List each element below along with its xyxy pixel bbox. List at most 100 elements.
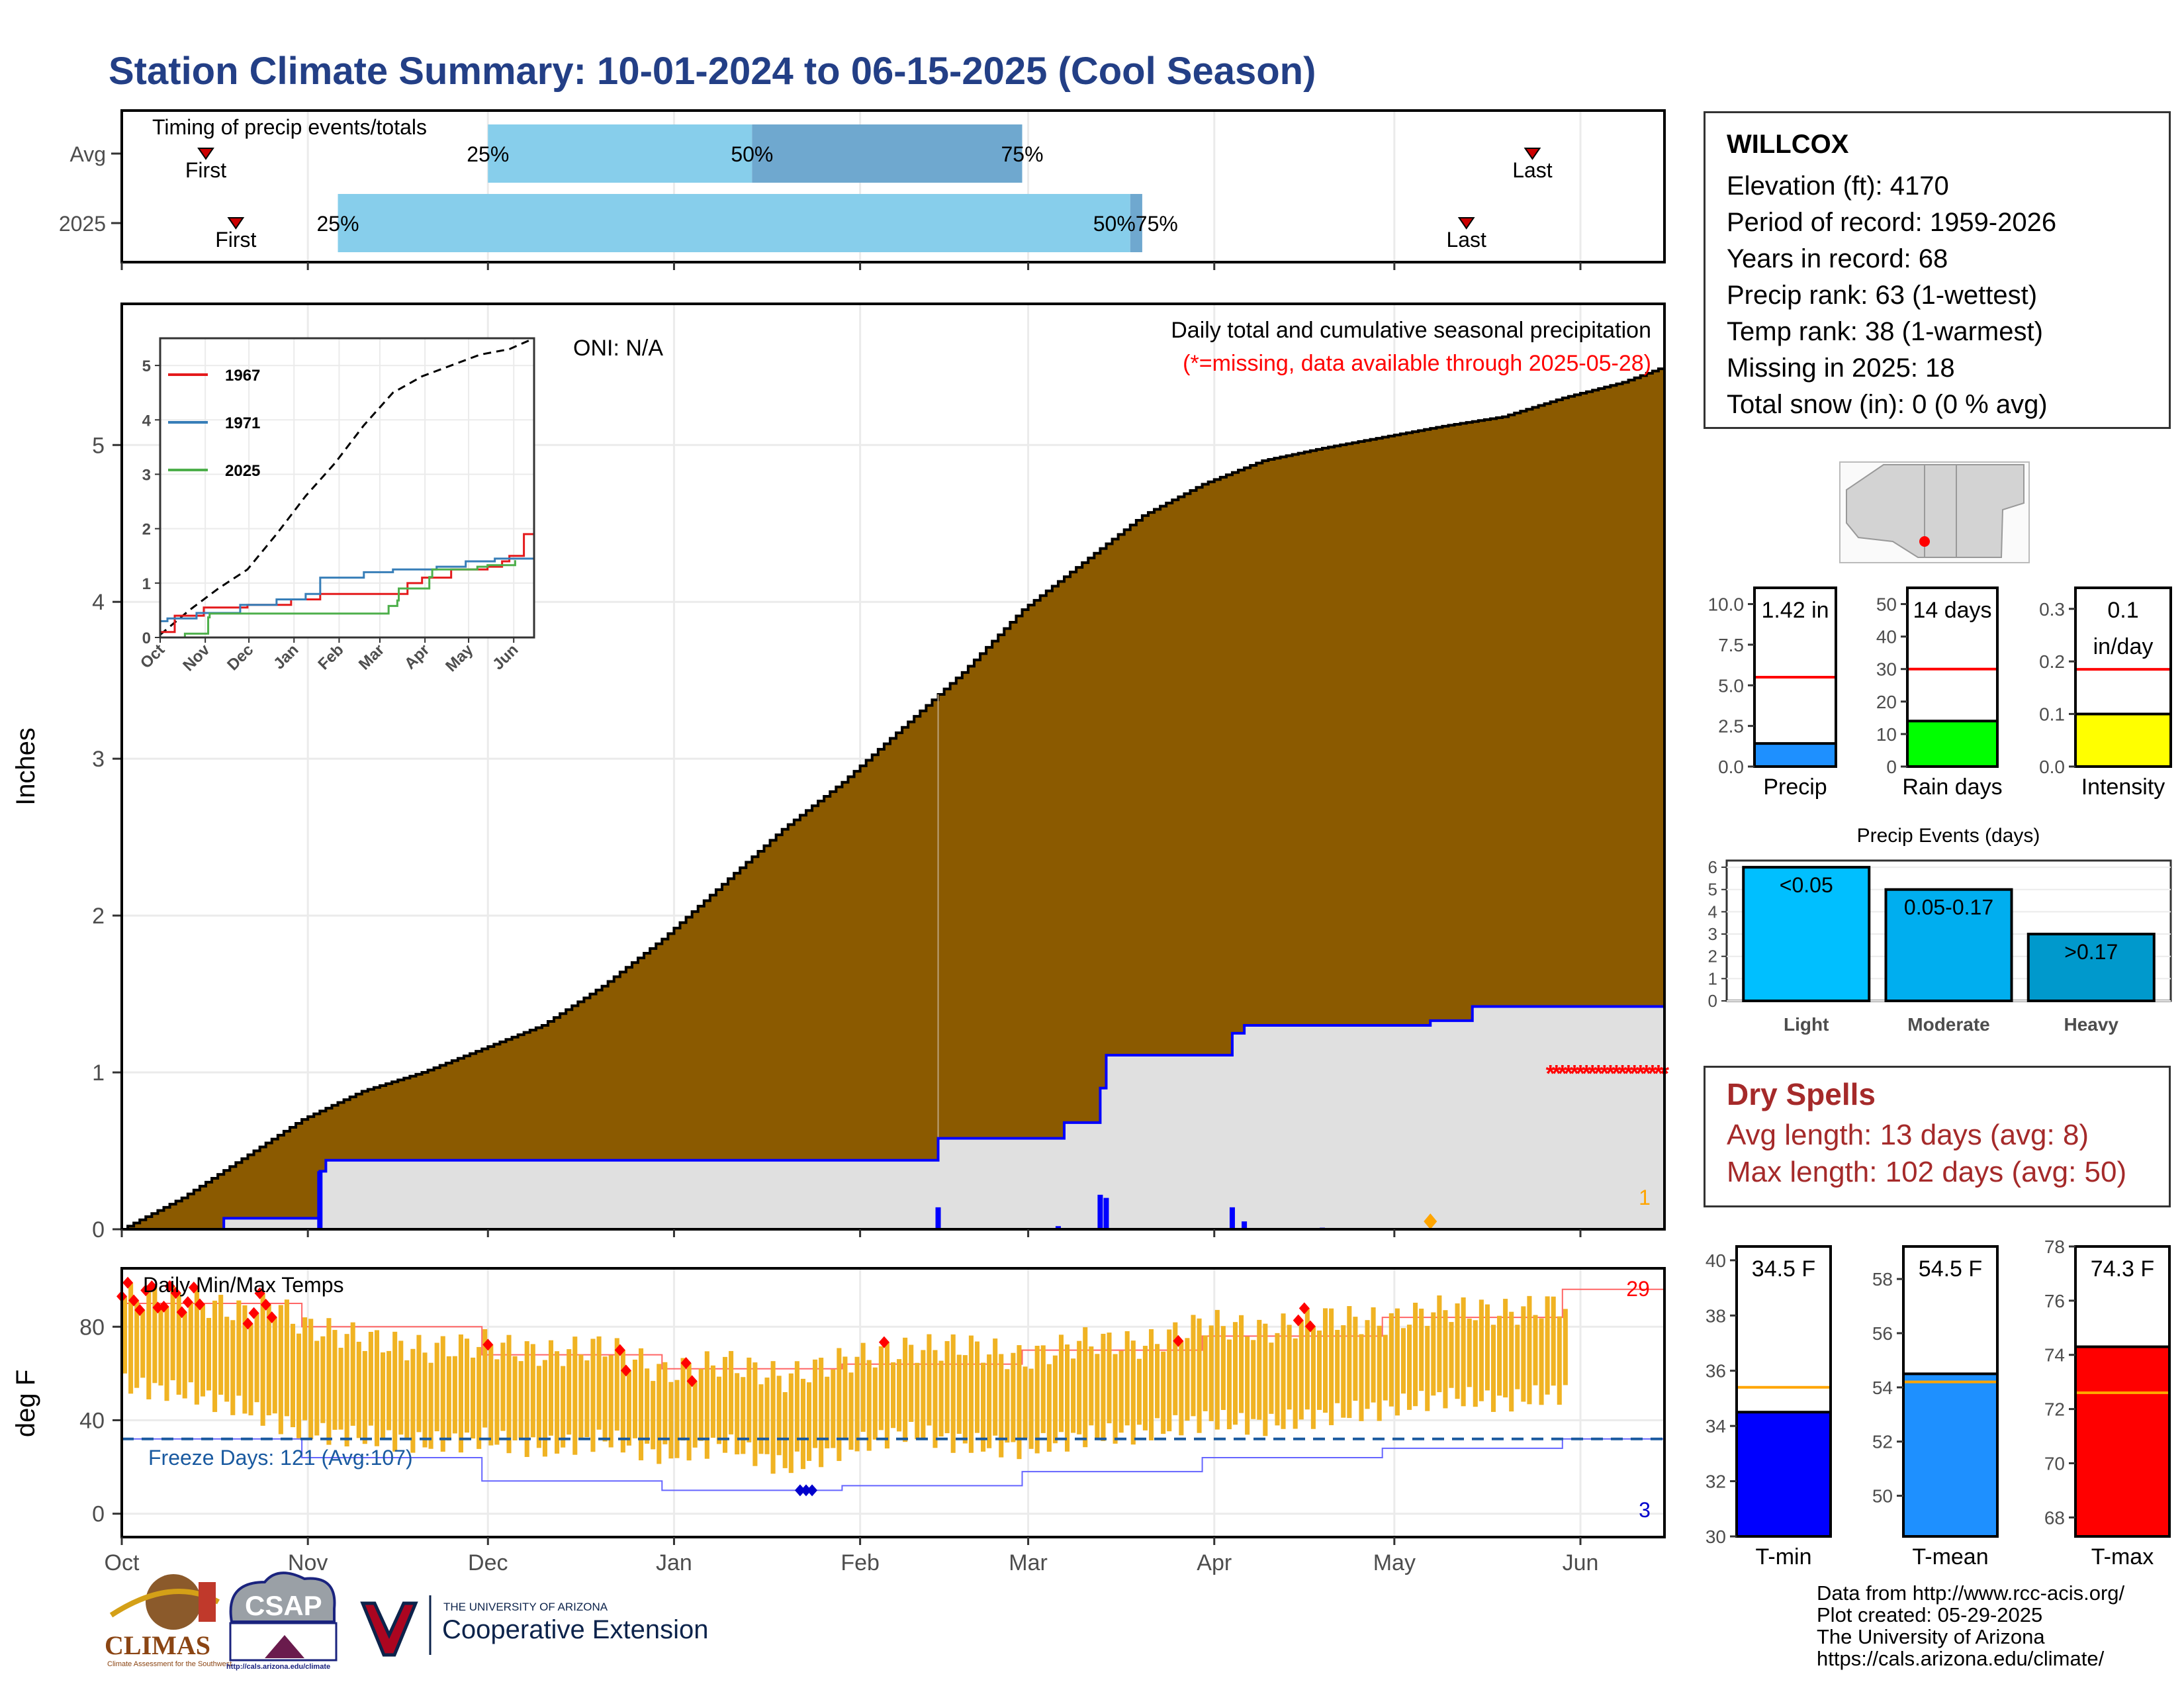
t-max-value-label: 74.3 F (2091, 1256, 2154, 1282)
daily-temp-bar (1191, 1315, 1196, 1417)
daily-temp-bar (933, 1350, 938, 1448)
inset-ytick-label: 5 (142, 357, 151, 375)
timing-first-marker (197, 148, 214, 160)
missing-data-marker: * (1636, 1060, 1645, 1087)
daily-temp-bar (1497, 1315, 1502, 1396)
ua-logo-smalltext: THE UNIVERSITY OF ARIZONA (443, 1601, 608, 1613)
missing-data-marker: * (1582, 1060, 1591, 1087)
timing-first-marker (227, 217, 245, 230)
daily-temp-bar (608, 1355, 614, 1448)
daily-temp-bar (1251, 1340, 1256, 1419)
daily-temp-bar (1263, 1323, 1268, 1436)
daily-temp-bar (614, 1338, 619, 1431)
inset-series-line (160, 533, 534, 633)
daily-temp-bar (464, 1338, 470, 1433)
daily-temp-bar (1310, 1326, 1316, 1429)
daily-temp-bar (1509, 1311, 1514, 1412)
t-mean-ytick-label: 52 (1872, 1432, 1893, 1452)
daily-temp-bar (938, 1360, 944, 1437)
climas-logo-bar (199, 1582, 216, 1622)
missing-data-marker: * (1642, 1060, 1651, 1087)
daily-temp-bar (242, 1305, 248, 1414)
record-low-marker (807, 1484, 818, 1497)
temp-ytick-label: 0 (92, 1502, 105, 1527)
station-period: Period of record: 1959-2026 (1727, 208, 2057, 237)
daily-temp-bar (332, 1330, 338, 1430)
timing-title: Timing of precip events/totals (152, 115, 427, 139)
events-ytick-label: 1 (1708, 968, 1717, 988)
inset-ytick-label: 2 (142, 521, 151, 539)
daily-temp-bar (1515, 1325, 1520, 1389)
climas-logo-subtext: Climate Assessment for the Southwest (107, 1660, 232, 1668)
daily-temp-bar (1239, 1315, 1244, 1413)
intensity-ytick-label: 0.3 (2039, 599, 2065, 620)
daily-temp-bar (140, 1310, 146, 1378)
daily-temp-bar (915, 1362, 920, 1440)
daily-temp-bar (1226, 1339, 1232, 1430)
avg-cumulative-area (122, 366, 1666, 1231)
daily-temp-bar (710, 1365, 715, 1438)
t-min-ytick-label: 36 (1706, 1361, 1726, 1382)
daily-temp-bar (1527, 1295, 1532, 1405)
record-high-marker (122, 1276, 134, 1289)
events-ytick-label: 0 (1708, 991, 1717, 1011)
daily-temp-bar (704, 1351, 709, 1459)
daily-temp-bar (404, 1360, 410, 1438)
daily-temp-bar (620, 1350, 625, 1453)
missing-data-marker: * (1648, 1060, 1657, 1087)
daily-temp-bar (134, 1300, 140, 1388)
precip-total-ytick-label: 2.5 (1718, 716, 1744, 737)
daily-temp-bar (362, 1350, 367, 1444)
daily-temp-bar (1406, 1325, 1412, 1410)
inset-frame (159, 337, 535, 639)
record-high-count: 29 (1626, 1277, 1650, 1301)
daily-temp-bar (122, 1296, 128, 1374)
daily-precip-bar (1103, 1197, 1109, 1229)
daily-temp-bar (182, 1312, 187, 1399)
daily-temp-bar (422, 1352, 428, 1448)
precip-ytick-label: 5 (92, 433, 105, 458)
daily-temp-bar (1011, 1352, 1016, 1442)
missing-data-marker: * (1546, 1060, 1555, 1087)
record-high-marker (1293, 1314, 1304, 1327)
record-high-marker (128, 1294, 140, 1307)
events-ytick-label: 3 (1708, 924, 1717, 944)
daily-temp-bar (1383, 1335, 1388, 1401)
events-ytick-label: 4 (1708, 902, 1717, 921)
events-ytick-label: 5 (1708, 880, 1717, 900)
daily-temp-bar (434, 1342, 439, 1432)
t-mean-ytick-label: 50 (1872, 1486, 1893, 1507)
missing-data-marker: * (1594, 1060, 1603, 1087)
daily-temp-bar (848, 1372, 854, 1450)
t-min-ytick-label: 38 (1706, 1305, 1726, 1326)
daily-temp-bar (260, 1293, 265, 1426)
t-max-ytick-label: 72 (2044, 1399, 2065, 1420)
daily-temp-bar (776, 1376, 782, 1456)
daily-temp-bar (1365, 1320, 1370, 1409)
daily-temp-bar (1245, 1336, 1250, 1435)
station-info-box: WILLCOX Elevation (ft): 4170 Period of r… (1704, 111, 2171, 429)
events-title: Precip Events (days) (1857, 825, 2040, 847)
daily-temp-bar (794, 1361, 799, 1452)
timing-row-label: Avg (69, 142, 106, 166)
t-max-ytick-label: 74 (2044, 1345, 2065, 1366)
daily-temp-bar (788, 1373, 794, 1474)
daily-temp-bar (890, 1362, 896, 1429)
rain-days-ytick-label: 20 (1876, 692, 1897, 712)
daily-temp-bar (968, 1335, 974, 1453)
precip-ytick-label: 1 (92, 1060, 105, 1086)
daily-temp-bar (1479, 1299, 1484, 1401)
daily-temp-bar (860, 1342, 866, 1432)
missing-data-marker: * (1624, 1060, 1633, 1087)
daily-temp-bar (1173, 1322, 1178, 1415)
daily-temp-bar (1353, 1317, 1358, 1401)
intensity-frame (2074, 586, 2172, 768)
daily-temp-bar (1335, 1329, 1340, 1403)
events-category-label: Light (1784, 1014, 1829, 1035)
intensity-ytick-label: 0.2 (2039, 651, 2065, 672)
t-min-value-label: 34.5 F (1752, 1256, 1815, 1282)
temp-panel-title: Daily Min/Max Temps (143, 1273, 343, 1297)
t-max-ytick-label: 76 (2044, 1291, 2065, 1311)
daily-temp-bar (555, 1351, 560, 1454)
inset-bg (160, 338, 534, 637)
